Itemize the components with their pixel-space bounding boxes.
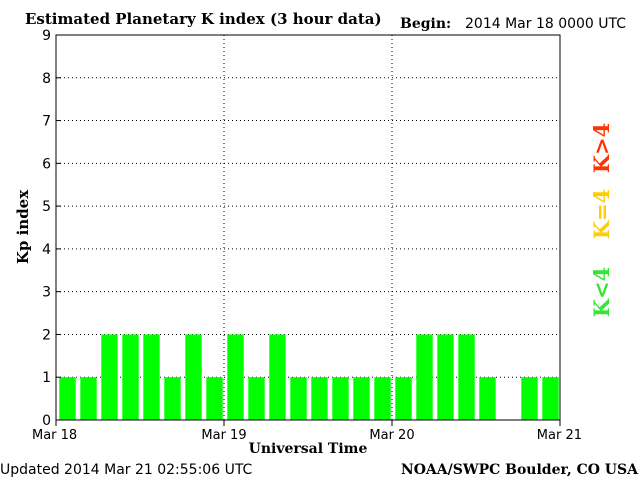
kp-bar [164, 377, 181, 420]
y-tick-label: 4 [42, 242, 51, 258]
begin-value: 2014 Mar 18 0000 UTC [465, 16, 626, 32]
kp-bar [206, 377, 223, 420]
kp-bar [311, 377, 328, 420]
axis-ticks: 0 1 2 3 4 5 6 7 8 9 Mar 18 Mar 19 Mar 20 Mar 21 [32, 28, 582, 443]
plot-frame [55, 34, 561, 421]
kp-bar [542, 377, 559, 420]
begin-label: Begin: [400, 16, 451, 32]
kp-bar [80, 377, 97, 420]
kp-bar [521, 377, 538, 420]
kp-bar [374, 377, 391, 420]
x-tick-label: Mar 20 [369, 428, 414, 443]
legend-k-greater-4: K>4 [589, 123, 614, 173]
legend: K<4 K=4 K>4 [589, 123, 614, 317]
kp-bar [437, 334, 454, 420]
y-tick-label: 1 [42, 370, 51, 386]
y-tick-label: 2 [42, 327, 51, 343]
kp-bar [353, 377, 370, 420]
kp-bar [479, 377, 496, 420]
kp-bar [185, 334, 202, 420]
kp-bar [248, 377, 265, 420]
updated-timestamp: Updated 2014 Mar 21 02:55:06 UTC [0, 462, 253, 478]
y-tick-label: 3 [42, 285, 51, 301]
y-tick-label: 9 [42, 28, 51, 44]
kp-bar [59, 377, 76, 420]
y-tick-label: 6 [42, 156, 51, 172]
y-tick-label: 8 [42, 71, 51, 87]
chart-title: Estimated Planetary K index (3 hour data… [25, 10, 382, 28]
legend-k-equal-4: K=4 [589, 189, 614, 239]
credit-line: NOAA/SWPC Boulder, CO USA [401, 462, 639, 478]
legend-k-less-4: K<4 [589, 267, 614, 317]
kp-bar [227, 334, 244, 420]
x-tick-label: Mar 18 [32, 428, 77, 443]
kp-bar [395, 377, 412, 420]
kp-bar [290, 377, 307, 420]
kp-bar [101, 334, 118, 420]
kp-bar [122, 334, 139, 420]
grid-lines [56, 35, 560, 420]
kp-bar [269, 334, 286, 420]
x-tick-label: Mar 21 [537, 428, 582, 443]
y-tick-label: 0 [42, 413, 51, 429]
kp-bar [416, 334, 433, 420]
y-tick-label: 7 [42, 114, 51, 130]
x-axis-label: Universal Time [249, 441, 368, 457]
y-tick-label: 5 [42, 199, 51, 215]
y-axis-label: Kp index [14, 189, 32, 264]
bars [59, 334, 559, 420]
x-tick-label: Mar 19 [201, 428, 246, 443]
kp-bar [332, 377, 349, 420]
kp-bar [458, 334, 475, 420]
kp-bar [143, 334, 160, 420]
